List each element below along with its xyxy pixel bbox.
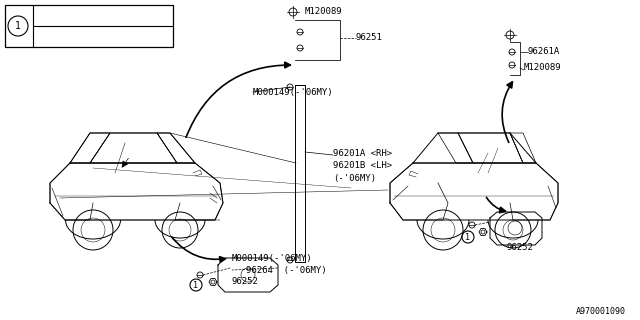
Text: M000149(-'06MY): M000149(-'06MY): [253, 87, 333, 97]
Text: 96264  (-'06MY): 96264 (-'06MY): [246, 266, 326, 275]
Text: 1: 1: [465, 233, 470, 242]
Text: 96251: 96251: [356, 34, 383, 43]
Text: M120089: M120089: [524, 63, 562, 73]
Text: 96201B <LH>: 96201B <LH>: [333, 162, 392, 171]
Text: (-'06MY): (-'06MY): [333, 174, 376, 183]
Text: 1: 1: [193, 281, 198, 290]
Text: 96252: 96252: [232, 277, 259, 286]
Text: A970001090: A970001090: [576, 308, 626, 316]
Text: M250015(0901-  ): M250015(0901- ): [32, 28, 118, 37]
Text: 96201A <RH>: 96201A <RH>: [333, 148, 392, 157]
FancyBboxPatch shape: [5, 5, 173, 47]
Text: 1: 1: [15, 21, 21, 31]
Text: M000149(-'06MY): M000149(-'06MY): [232, 253, 312, 262]
Text: M120089: M120089: [305, 7, 342, 17]
Text: M250004(  -0812): M250004( -0812): [32, 12, 118, 21]
Text: 96252: 96252: [507, 244, 533, 252]
Text: 96261A: 96261A: [528, 47, 560, 57]
